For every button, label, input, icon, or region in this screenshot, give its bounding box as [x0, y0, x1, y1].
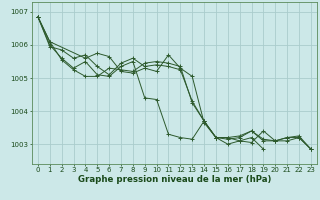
X-axis label: Graphe pression niveau de la mer (hPa): Graphe pression niveau de la mer (hPa)	[78, 175, 271, 184]
